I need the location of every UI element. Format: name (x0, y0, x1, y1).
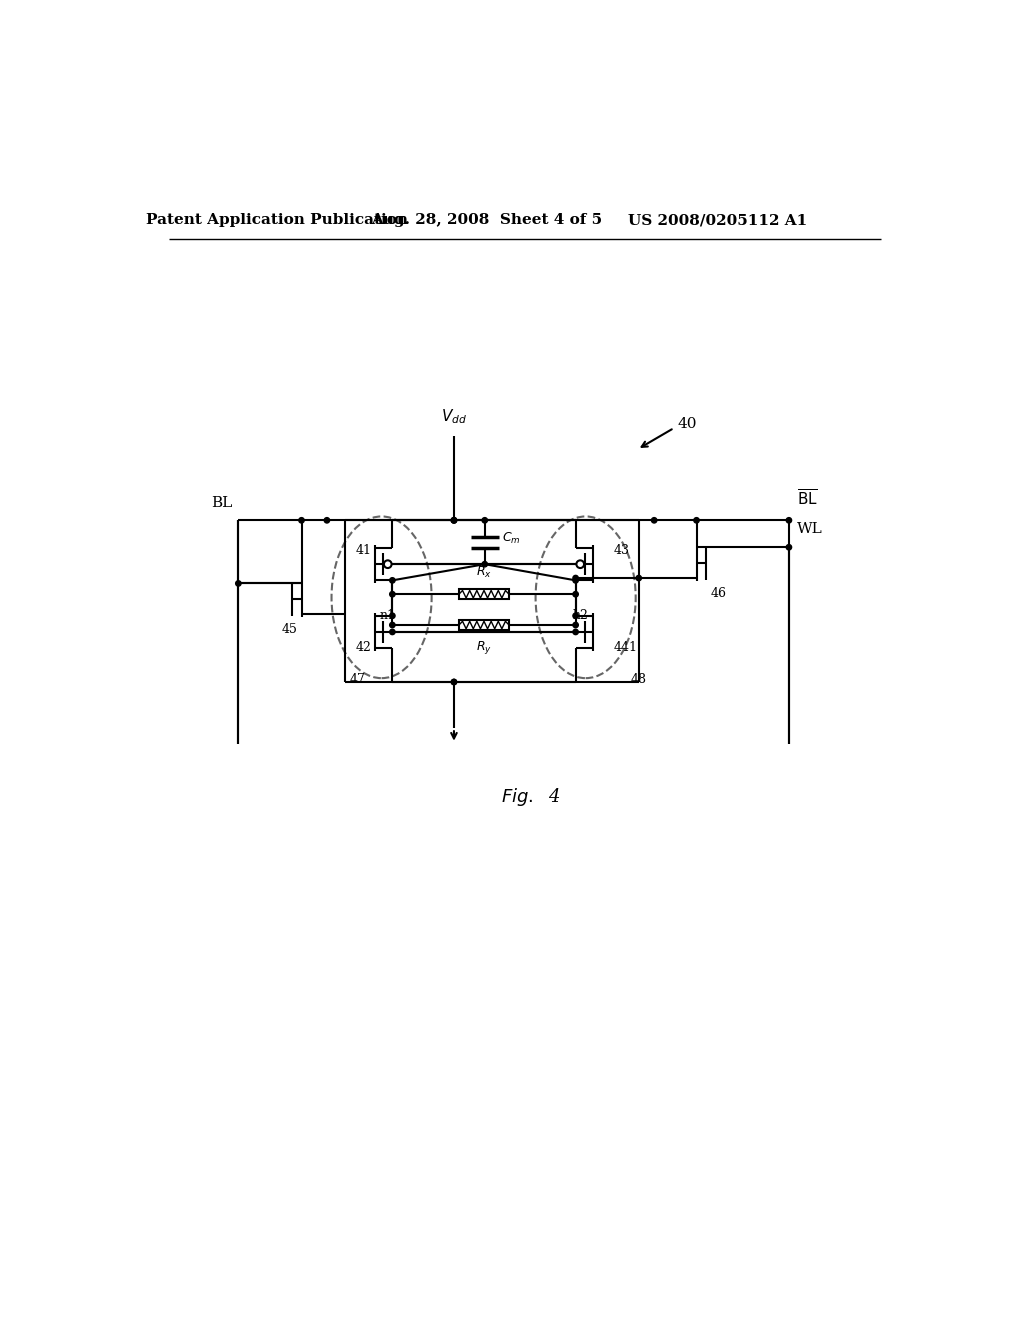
Text: 41: 41 (355, 544, 372, 557)
Circle shape (390, 630, 395, 635)
Text: Aug. 28, 2008  Sheet 4 of 5: Aug. 28, 2008 Sheet 4 of 5 (371, 213, 602, 227)
Text: $C_m$: $C_m$ (502, 531, 520, 546)
Text: h2: h2 (572, 609, 589, 622)
Circle shape (236, 581, 241, 586)
Circle shape (390, 578, 395, 583)
Text: US 2008/0205112 A1: US 2008/0205112 A1 (629, 213, 808, 227)
Text: 47: 47 (350, 673, 366, 686)
Text: $R_x$: $R_x$ (476, 565, 492, 581)
Circle shape (390, 612, 395, 619)
Bar (459, 589, 509, 599)
Text: $R_y$: $R_y$ (476, 639, 492, 656)
Text: 45: 45 (282, 623, 298, 636)
Text: 42: 42 (355, 640, 372, 653)
Text: 441: 441 (614, 640, 638, 653)
Circle shape (651, 517, 656, 523)
Text: WL: WL (797, 521, 822, 536)
Text: $V_{dd}$: $V_{dd}$ (441, 408, 467, 426)
Circle shape (482, 517, 487, 523)
Circle shape (452, 517, 457, 523)
Circle shape (390, 622, 395, 628)
Text: 48: 48 (631, 673, 647, 686)
Circle shape (452, 680, 457, 685)
Text: BL: BL (211, 495, 232, 510)
Circle shape (572, 591, 579, 597)
Text: 46: 46 (711, 587, 726, 601)
Circle shape (572, 612, 579, 619)
Circle shape (572, 578, 579, 583)
Circle shape (636, 576, 641, 581)
Circle shape (299, 517, 304, 523)
Circle shape (452, 517, 457, 523)
Circle shape (786, 545, 792, 550)
Text: $\overline{\rm BL}$: $\overline{\rm BL}$ (797, 488, 817, 508)
Bar (459, 620, 509, 630)
Text: $\mathit{Fig.}$  4: $\mathit{Fig.}$ 4 (501, 787, 561, 808)
Text: 43: 43 (614, 544, 630, 557)
Circle shape (786, 517, 792, 523)
Circle shape (572, 630, 579, 635)
Circle shape (572, 576, 579, 581)
Text: 40: 40 (677, 417, 696, 432)
Circle shape (572, 622, 579, 628)
Circle shape (452, 517, 457, 523)
Circle shape (452, 680, 457, 685)
Text: Patent Application Publication: Patent Application Publication (145, 213, 408, 227)
Circle shape (694, 517, 699, 523)
Circle shape (390, 591, 395, 597)
Text: n1: n1 (379, 609, 395, 622)
Circle shape (482, 561, 487, 566)
Circle shape (325, 517, 330, 523)
